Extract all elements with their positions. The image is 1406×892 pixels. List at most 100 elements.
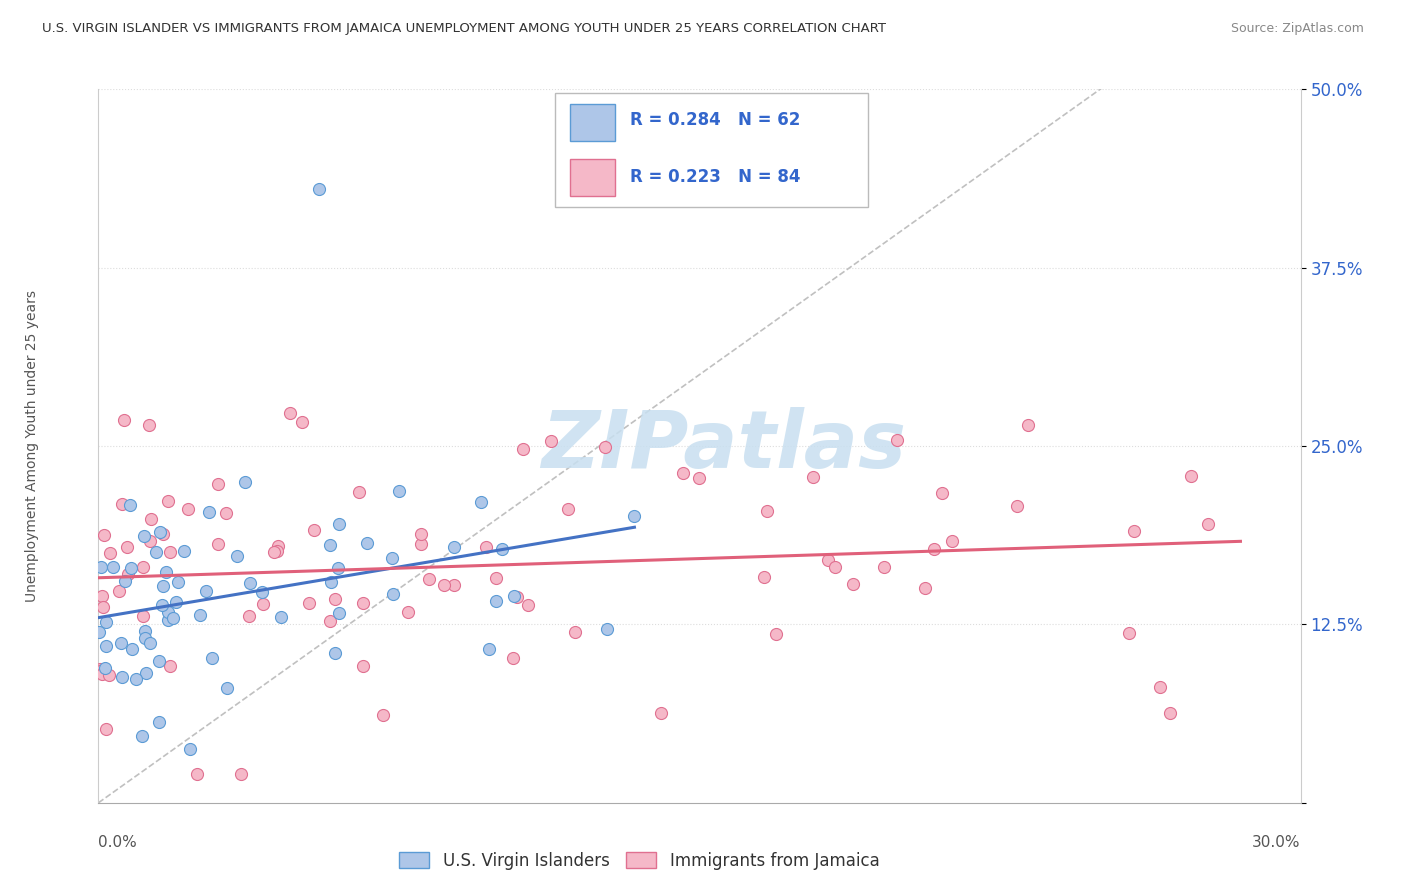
Point	[194, 583, 217, 598]
Point	[321, 575, 343, 590]
Point	[134, 624, 156, 638]
Point	[238, 608, 260, 623]
Point	[349, 484, 371, 499]
Point	[93, 528, 115, 542]
Point	[201, 651, 224, 665]
Point	[176, 502, 198, 516]
Point	[319, 615, 342, 629]
Point	[1180, 468, 1202, 483]
Legend: U.S. Virgin Islanders, Immigrants from Jamaica: U.S. Virgin Islanders, Immigrants from J…	[392, 846, 886, 877]
Point	[97, 668, 120, 682]
Point	[94, 661, 117, 675]
Point	[198, 505, 221, 519]
Point	[564, 625, 586, 640]
Point	[117, 540, 139, 554]
Point	[207, 537, 229, 551]
Point	[755, 504, 778, 518]
Point	[506, 591, 529, 605]
Point	[593, 440, 616, 454]
Point	[157, 613, 180, 627]
FancyBboxPatch shape	[569, 159, 616, 196]
Point	[672, 467, 695, 481]
Point	[226, 549, 249, 563]
Point	[188, 607, 211, 622]
Point	[89, 664, 111, 678]
Point	[328, 517, 350, 532]
Point	[266, 544, 288, 558]
Point	[502, 650, 524, 665]
Point	[356, 535, 378, 549]
Point	[186, 767, 208, 781]
Point	[132, 529, 155, 543]
Point	[150, 598, 173, 612]
Point	[371, 708, 394, 723]
Point	[381, 550, 404, 565]
FancyBboxPatch shape	[569, 104, 616, 141]
Point	[491, 541, 513, 556]
Point	[131, 729, 153, 743]
Point	[94, 639, 117, 653]
Point	[159, 658, 181, 673]
Point	[141, 512, 163, 526]
Point	[688, 471, 710, 485]
Point	[110, 636, 132, 650]
Point	[91, 589, 114, 603]
Point	[443, 578, 465, 592]
Point	[110, 497, 132, 511]
Point	[139, 636, 162, 650]
Point	[381, 587, 404, 601]
Point	[207, 477, 229, 491]
Point	[470, 495, 492, 509]
Point	[323, 591, 346, 606]
Point	[557, 502, 579, 516]
Point	[754, 570, 776, 584]
Point	[111, 669, 134, 683]
Point	[824, 559, 846, 574]
Point	[149, 525, 172, 540]
Point	[179, 742, 201, 756]
Point	[931, 486, 953, 500]
Point	[352, 596, 374, 610]
Point	[540, 434, 562, 448]
Point	[485, 571, 508, 585]
Point	[155, 565, 177, 579]
Point	[250, 585, 273, 599]
Point	[263, 545, 285, 559]
Text: U.S. VIRGIN ISLANDER VS IMMIGRANTS FROM JAMAICA UNEMPLOYMENT AMONG YOUTH UNDER 2: U.S. VIRGIN ISLANDER VS IMMIGRANTS FROM …	[42, 22, 886, 36]
Point	[125, 672, 148, 686]
Point	[842, 576, 865, 591]
Point	[138, 418, 160, 433]
Point	[474, 541, 496, 555]
Point	[516, 599, 538, 613]
Point	[90, 560, 112, 574]
Point	[650, 706, 672, 720]
Point	[1122, 524, 1144, 538]
Point	[167, 575, 190, 590]
Point	[117, 566, 139, 581]
Text: ZIPatlas: ZIPatlas	[541, 407, 905, 485]
Point	[233, 475, 256, 489]
Point	[135, 666, 157, 681]
Point	[112, 413, 135, 427]
Point	[922, 542, 945, 557]
Point	[215, 506, 238, 520]
Point	[152, 579, 174, 593]
Point	[352, 658, 374, 673]
Point	[217, 681, 239, 695]
Point	[418, 572, 440, 586]
Point	[89, 625, 111, 640]
Point	[433, 578, 456, 592]
Point	[156, 605, 179, 619]
Point	[443, 540, 465, 554]
Point	[298, 596, 321, 610]
Point	[914, 581, 936, 595]
Point	[148, 654, 170, 668]
Point	[98, 546, 121, 560]
Point	[94, 723, 117, 737]
Point	[1197, 517, 1219, 532]
Point	[409, 526, 432, 541]
Point	[817, 552, 839, 566]
Point	[801, 469, 824, 483]
Point	[503, 589, 526, 603]
Point	[132, 559, 155, 574]
